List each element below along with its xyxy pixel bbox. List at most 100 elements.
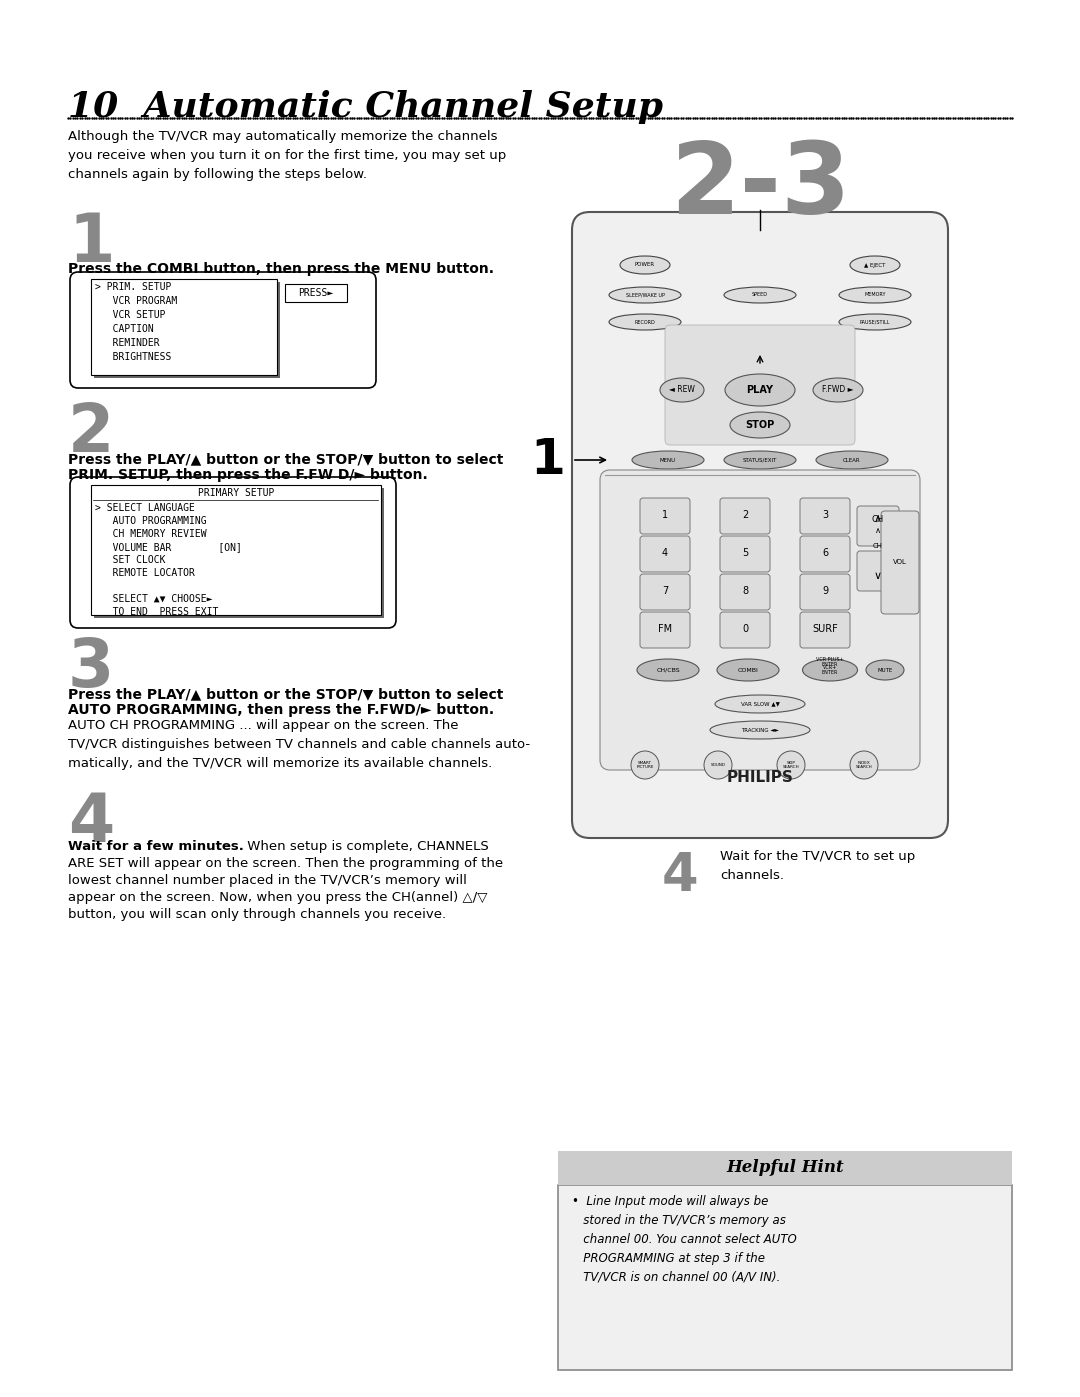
Text: 0: 0 [742, 624, 748, 634]
Bar [558, 1151, 1012, 1185]
Ellipse shape [632, 451, 704, 469]
Text: PRESS►: PRESS► [298, 288, 334, 298]
FancyBboxPatch shape [720, 536, 770, 571]
Text: ▲ EJECT: ▲ EJECT [864, 263, 886, 267]
Text: button, you will scan only through channels you receive.: button, you will scan only through chann… [68, 908, 446, 921]
Text: 6: 6 [822, 548, 828, 557]
Text: F.FWD ►: F.FWD ► [822, 386, 854, 394]
Text: SOUND: SOUND [711, 763, 726, 767]
FancyBboxPatch shape [720, 497, 770, 534]
Text: 9: 9 [822, 585, 828, 597]
Bar [91, 279, 276, 374]
Text: ∧: ∧ [874, 514, 882, 524]
Ellipse shape [660, 379, 704, 402]
Text: SMART
PICTURE: SMART PICTURE [636, 761, 653, 770]
Text: lowest channel number placed in the TV/VCR’s memory will: lowest channel number placed in the TV/V… [68, 875, 467, 887]
Text: CH
∧: CH ∧ [872, 515, 885, 535]
Text: ARE SET will appear on the screen. Then the programming of the: ARE SET will appear on the screen. Then … [68, 856, 503, 870]
Ellipse shape [637, 659, 699, 680]
Ellipse shape [839, 314, 912, 330]
Text: COMBI: COMBI [738, 668, 758, 672]
Ellipse shape [724, 451, 796, 469]
Text: SET CLOCK: SET CLOCK [95, 555, 165, 564]
Text: TO END  PRESS EXIT: TO END PRESS EXIT [95, 608, 218, 617]
Text: INDEX
SEARCH: INDEX SEARCH [855, 761, 873, 770]
Text: VOLUME BAR        [ON]: VOLUME BAR [ON] [95, 542, 242, 552]
FancyBboxPatch shape [881, 511, 919, 615]
Text: Press the COMBI button, then press the MENU button.: Press the COMBI button, then press the M… [68, 263, 494, 277]
Text: SKIP
SEARCH: SKIP SEARCH [783, 761, 799, 770]
Bar [94, 282, 280, 379]
Text: Helpful Hint: Helpful Hint [726, 1160, 843, 1176]
Text: MUTE: MUTE [877, 668, 893, 672]
FancyBboxPatch shape [800, 574, 850, 610]
FancyBboxPatch shape [858, 506, 899, 546]
Ellipse shape [813, 379, 863, 402]
Circle shape [704, 752, 732, 780]
Circle shape [850, 752, 878, 780]
Text: Press the PLAY/▲ button or the STOP/▼ button to select: Press the PLAY/▲ button or the STOP/▼ bu… [68, 687, 503, 701]
Ellipse shape [725, 374, 795, 407]
Text: When setup is complete, CHANNELS: When setup is complete, CHANNELS [243, 840, 489, 854]
Text: PRIM. SETUP, then press the F.FW D/► button.: PRIM. SETUP, then press the F.FW D/► but… [68, 468, 428, 482]
FancyBboxPatch shape [800, 612, 850, 648]
Text: STATUS/EXIT: STATUS/EXIT [743, 457, 778, 462]
Text: SELECT ▲▼ CHOOSE►: SELECT ▲▼ CHOOSE► [95, 594, 213, 604]
Text: SPEED: SPEED [752, 292, 768, 298]
Text: Wait for a few minutes.: Wait for a few minutes. [68, 840, 244, 854]
Text: CAPTION: CAPTION [95, 324, 153, 334]
Text: VOL: VOL [893, 559, 907, 564]
Text: 4: 4 [662, 548, 669, 557]
Ellipse shape [816, 451, 888, 469]
Text: VCR+
ENTER: VCR+ ENTER [822, 665, 838, 675]
FancyBboxPatch shape [640, 612, 690, 648]
Text: 2-3: 2-3 [670, 138, 850, 235]
Text: PAUSE/STILL: PAUSE/STILL [860, 320, 890, 324]
Text: ◄ REW: ◄ REW [670, 386, 694, 394]
Text: VCR PROGRAM: VCR PROGRAM [95, 296, 177, 306]
Text: FM: FM [658, 624, 672, 634]
Ellipse shape [620, 256, 670, 274]
Ellipse shape [850, 256, 900, 274]
Text: CLEAR: CLEAR [843, 457, 861, 462]
Text: 3: 3 [822, 510, 828, 520]
Text: 8: 8 [742, 585, 748, 597]
Text: AUTO CH PROGRAMMING ... will appear on the screen. The
TV/VCR distinguishes betw: AUTO CH PROGRAMMING ... will appear on t… [68, 719, 530, 770]
Ellipse shape [730, 412, 789, 439]
Text: CH: CH [873, 542, 883, 549]
Ellipse shape [802, 659, 858, 680]
Text: 7: 7 [662, 585, 669, 597]
Ellipse shape [609, 314, 681, 330]
Text: PHILIPS: PHILIPS [727, 770, 794, 785]
Text: 4: 4 [68, 789, 114, 856]
Text: Although the TV/VCR may automatically memorize the channels
you receive when you: Although the TV/VCR may automatically me… [68, 130, 507, 182]
Ellipse shape [609, 286, 681, 303]
Text: Wait for the TV/VCR to set up
channels.: Wait for the TV/VCR to set up channels. [720, 849, 915, 882]
Text: 2: 2 [68, 400, 114, 467]
Text: POWER: POWER [635, 263, 656, 267]
Circle shape [631, 752, 659, 780]
Text: STOP: STOP [745, 420, 774, 430]
Text: 10  Automatic Channel Setup: 10 Automatic Channel Setup [68, 89, 663, 124]
Text: AUTO PROGRAMMING, then press the F.FWD/► button.: AUTO PROGRAMMING, then press the F.FWD/►… [68, 703, 495, 717]
Ellipse shape [710, 721, 810, 739]
Text: SURF: SURF [812, 624, 838, 634]
Text: VAR SLOW ▲▼: VAR SLOW ▲▼ [741, 701, 780, 707]
Text: CH MEMORY REVIEW: CH MEMORY REVIEW [95, 529, 206, 539]
Text: 1: 1 [530, 436, 566, 483]
Text: 4: 4 [662, 849, 699, 902]
Text: 1: 1 [68, 210, 114, 277]
Ellipse shape [866, 659, 904, 680]
Text: 3: 3 [68, 636, 114, 701]
Bar [558, 1185, 1012, 1370]
FancyBboxPatch shape [70, 476, 396, 629]
Ellipse shape [839, 286, 912, 303]
Text: appear on the screen. Now, when you press the CH(annel) △/▽: appear on the screen. Now, when you pres… [68, 891, 487, 904]
Ellipse shape [715, 694, 805, 712]
Ellipse shape [724, 286, 796, 303]
Text: MEMORY: MEMORY [864, 292, 886, 298]
FancyBboxPatch shape [70, 272, 376, 388]
Text: VCR PLUS+
ENTER: VCR PLUS+ ENTER [816, 657, 843, 668]
Text: SLEEP/WAKE UP: SLEEP/WAKE UP [625, 292, 664, 298]
FancyBboxPatch shape [720, 612, 770, 648]
